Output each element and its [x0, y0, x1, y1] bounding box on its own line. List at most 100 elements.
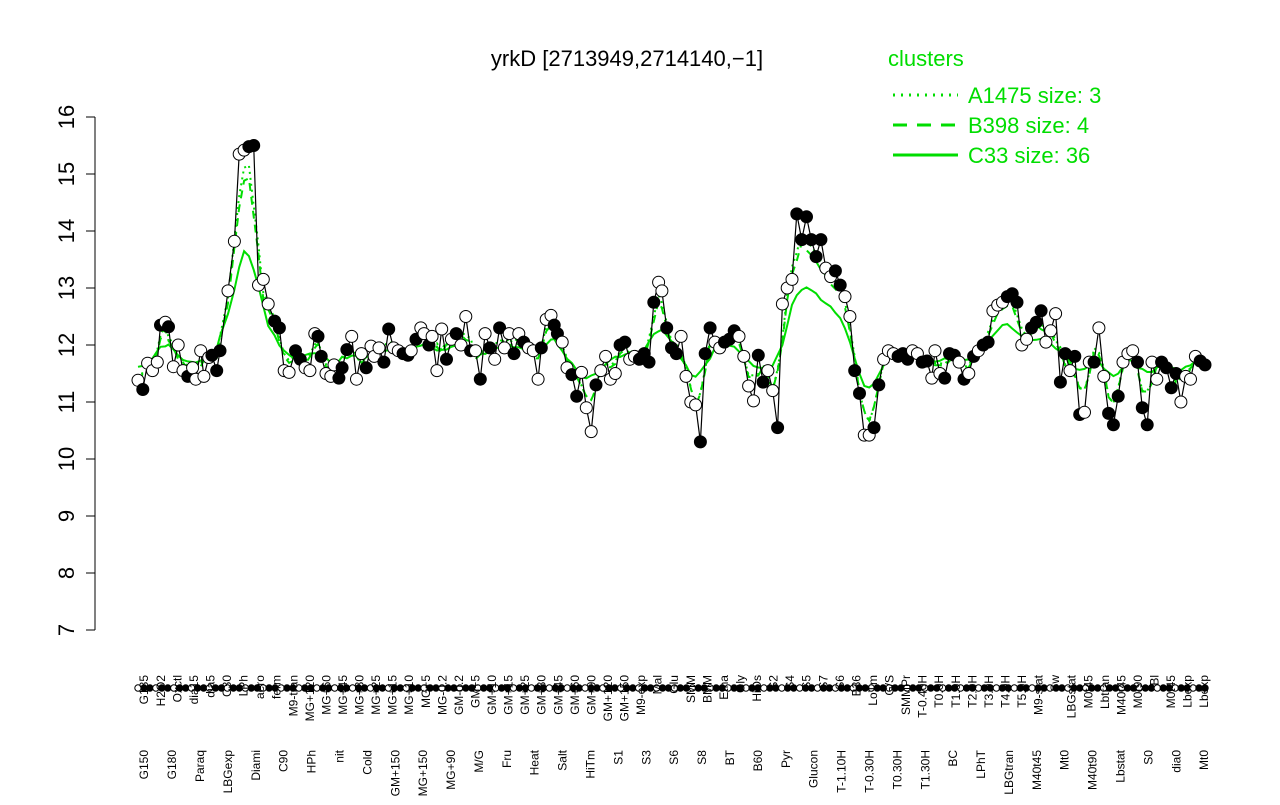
- legend-label: C33 size: 36: [968, 143, 1090, 168]
- data-point: [1198, 358, 1212, 372]
- data-point: [435, 322, 449, 336]
- data-point: [771, 421, 785, 435]
- x-tick-label-upper: M0t45: [1081, 675, 1095, 709]
- data-point: [1097, 369, 1111, 383]
- x-tick-label-upper: GM+150: [617, 675, 631, 722]
- x-tick-label-upper: MG+10: [402, 675, 416, 715]
- x-tick-label-upper: SMMPr: [899, 675, 913, 715]
- data-point: [311, 329, 325, 343]
- x-tick-label-lower: Lbstat: [1113, 749, 1127, 782]
- x-tick-label-upper: MG+60: [319, 675, 333, 715]
- data-point: [867, 421, 881, 435]
- x-tick-label-lower: MG+90: [444, 750, 458, 790]
- data-point: [478, 327, 492, 341]
- x-tick-label-upper: M0t90: [1131, 675, 1145, 709]
- x-tick-label-lower: S6: [667, 750, 681, 765]
- x-tick-label-upper: ferm: [270, 675, 284, 699]
- x-tick-label-lower: MG+150: [416, 750, 430, 797]
- data-point: [1102, 406, 1116, 420]
- data-point: [938, 371, 952, 385]
- x-tick-label-upper: HiOs: [750, 675, 764, 702]
- x-tick-label-lower: Mt0: [1058, 750, 1072, 770]
- data-point: [848, 364, 862, 378]
- x-tick-label-upper: T4.0H: [998, 675, 1012, 708]
- data-point: [660, 321, 674, 335]
- x-tick-label-upper: M0t45: [1164, 675, 1178, 709]
- x-tick-label-upper: MG+15: [386, 675, 400, 715]
- x-tick-label-lower: GM+150: [388, 750, 402, 797]
- data-point: [440, 352, 453, 366]
- series-line-a1475: [137, 163, 1206, 425]
- x-tick-label-upper: LBGstat: [1065, 674, 1079, 718]
- data-point: [1174, 395, 1188, 409]
- data-point: [354, 347, 368, 361]
- x-tick-label-upper: GM+30: [535, 675, 549, 715]
- data-point: [599, 349, 613, 363]
- data-point: [618, 335, 632, 349]
- data-point: [171, 338, 185, 352]
- data-point: [693, 435, 707, 449]
- x-tick-label-upper: MG+5: [419, 675, 433, 708]
- data-point: [761, 364, 775, 378]
- x-tick-label-lower: T0.30H: [890, 750, 904, 789]
- data-point: [1063, 364, 1077, 378]
- series-lines: [137, 144, 1206, 442]
- y-tick-label: 14: [54, 219, 79, 243]
- x-tick-label-lower: S8: [695, 750, 709, 765]
- x-tick-label-upper: MG+25: [369, 675, 383, 715]
- data-point: [756, 375, 770, 389]
- x-tick-label-upper: M9-tran: [286, 675, 300, 716]
- data-point: [775, 297, 789, 311]
- x-tick-label-upper: T0.0H: [932, 675, 946, 708]
- x-tick-label-upper: MG+120: [303, 675, 317, 722]
- x-tick-label-upper: Gly: [733, 675, 747, 693]
- data-point: [674, 329, 688, 343]
- x-tick-label-lower: S3: [639, 750, 653, 765]
- data-point: [872, 378, 886, 392]
- y-tick-label: 15: [54, 162, 79, 186]
- legend-title: clusters: [888, 46, 964, 71]
- x-tick-label-lower: M/G: [472, 750, 486, 773]
- y-tick-label: 16: [54, 105, 79, 129]
- data-point: [814, 233, 828, 247]
- data-point: [579, 401, 593, 415]
- x-tick-label-lower: Fru: [500, 750, 514, 768]
- data-point: [642, 355, 656, 369]
- x-tick-mark: [1201, 684, 1209, 692]
- data-point: [256, 272, 270, 286]
- data-point: [150, 355, 164, 369]
- data-point: [197, 369, 211, 383]
- data-point: [1068, 349, 1082, 363]
- x-tick-label-lower: Glucon: [807, 750, 821, 788]
- x-tick-label-upper: G/S: [882, 675, 896, 696]
- data-point: [1140, 418, 1154, 432]
- data-point: [1049, 307, 1063, 321]
- data-point: [669, 347, 683, 361]
- data-point: [1184, 372, 1197, 386]
- x-tick-label-upper: C30: [220, 675, 234, 697]
- data-point: [1164, 381, 1178, 395]
- data-point: [1053, 375, 1067, 389]
- x-tick-label-upper: S6: [833, 675, 847, 690]
- data-point: [340, 343, 354, 357]
- data-points: [131, 139, 1212, 449]
- x-tick-label-upper: Glu: [667, 675, 681, 694]
- data-point: [608, 367, 622, 380]
- y-tick-label: 8: [54, 567, 79, 579]
- data-point: [1078, 405, 1091, 419]
- x-tick-label-lower: T-1.10H: [835, 750, 849, 793]
- x-tick-label-upper: T-0.40H: [916, 675, 930, 718]
- data-point: [952, 355, 966, 369]
- legend-label: A1475 size: 3: [968, 83, 1101, 108]
- data-point: [507, 347, 521, 361]
- data-point: [981, 335, 995, 349]
- x-tick-label-lower: G180: [165, 750, 179, 780]
- x-tick-label-lower: dia0: [1169, 750, 1183, 773]
- x-tick-label-lower: HiTm: [583, 750, 597, 779]
- data-point: [853, 386, 866, 400]
- x-tick-label-lower: LPhT: [974, 749, 988, 778]
- y-tick-label: 9: [54, 510, 79, 522]
- axes: 7 8 9 10 11 12 13 14 15 16: [54, 105, 96, 636]
- data-point: [1106, 418, 1120, 432]
- data-point: [766, 384, 780, 398]
